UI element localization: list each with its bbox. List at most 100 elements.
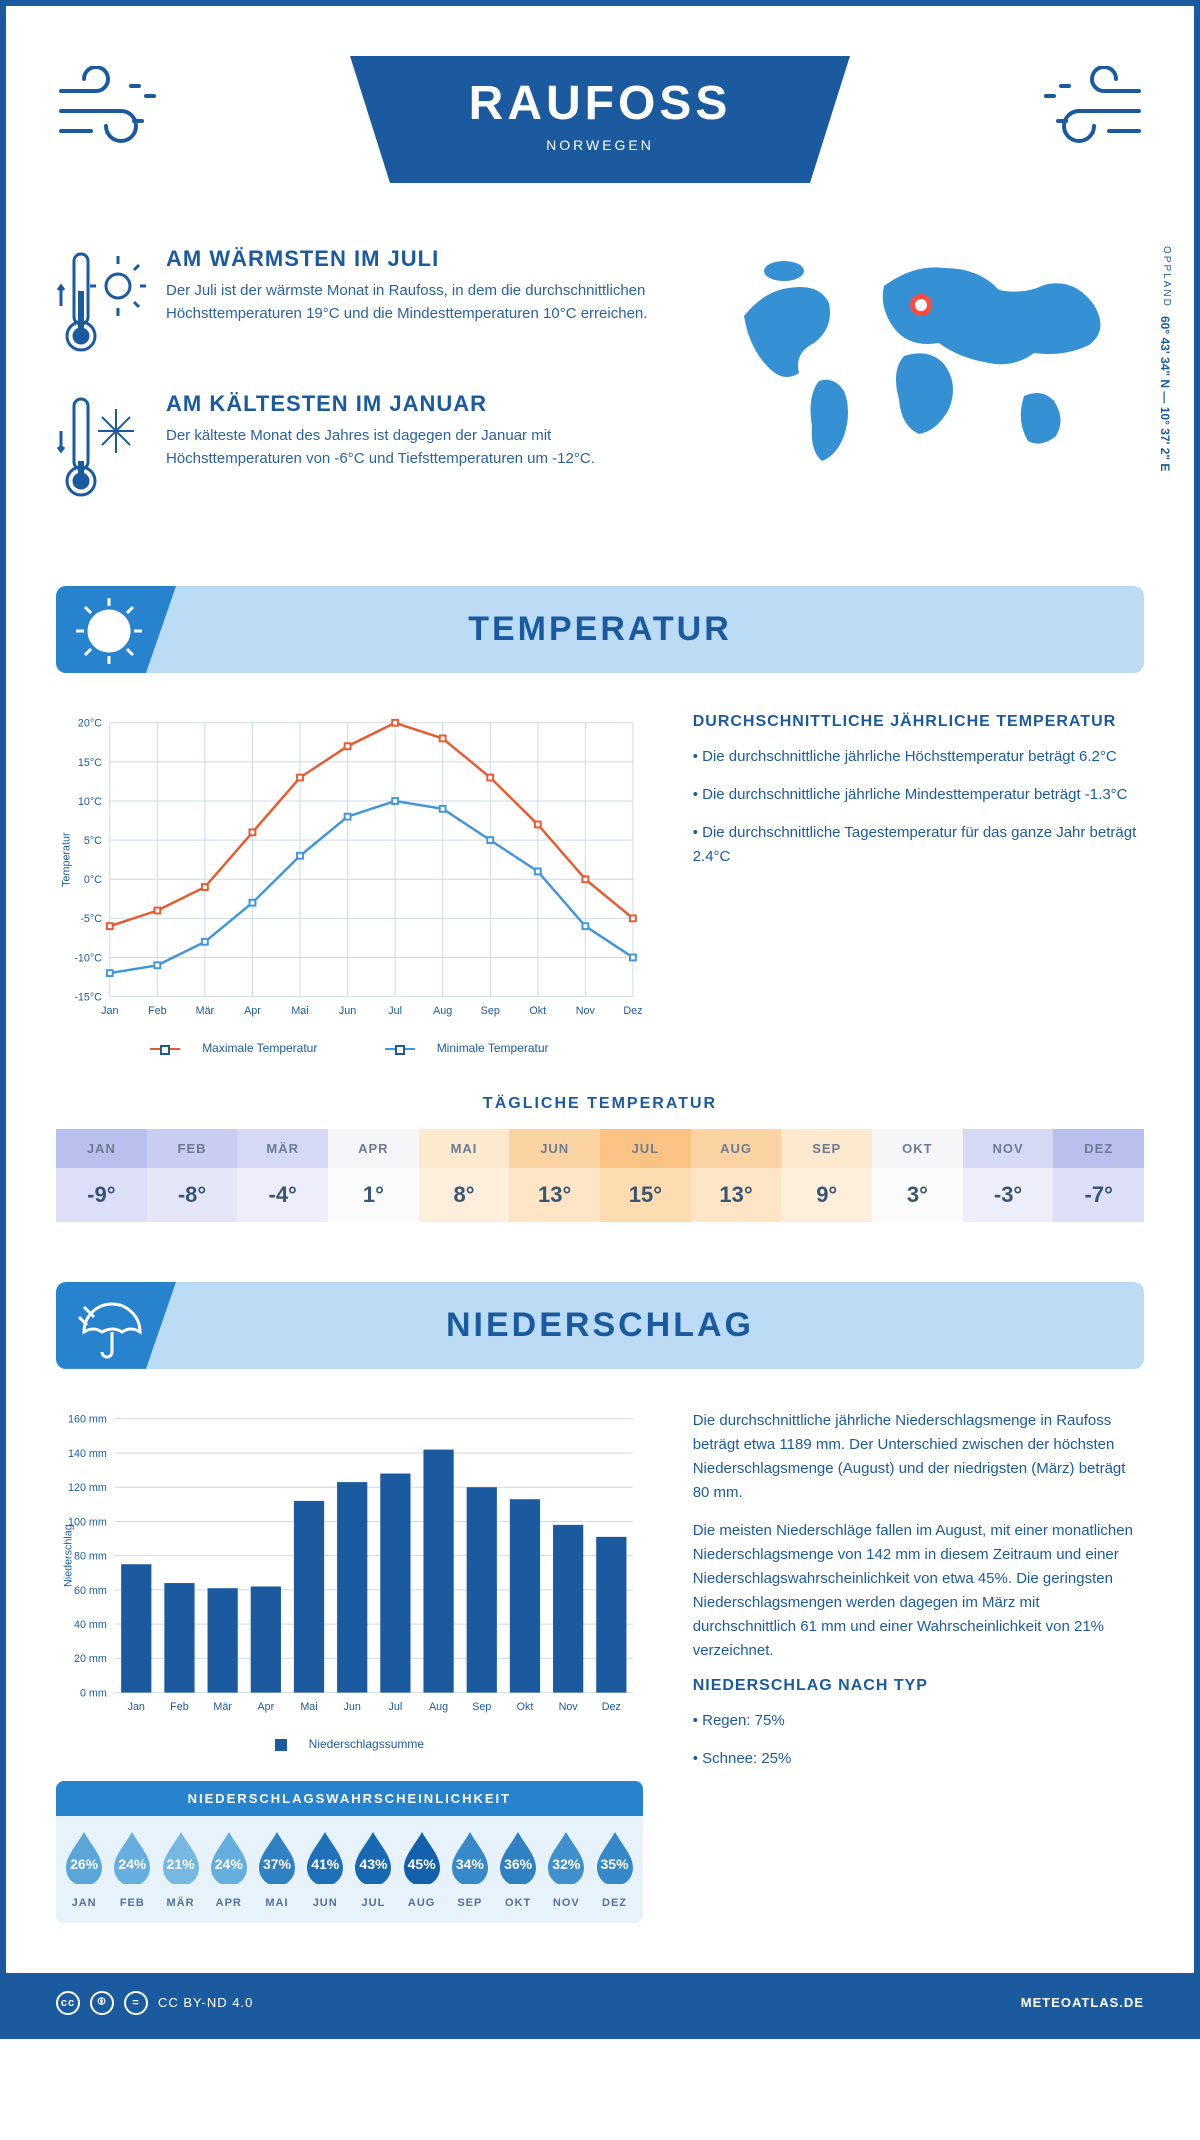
month-cell: APR1° xyxy=(328,1129,419,1222)
temp-summary-heading: DURCHSCHNITTLICHE JÄHRLICHE TEMPERATUR xyxy=(693,713,1144,731)
svg-text:10°C: 10°C xyxy=(78,796,102,808)
prob-cell: 43%JUL xyxy=(351,1830,395,1909)
month-cell: MÄR-4° xyxy=(237,1129,328,1222)
month-cell: JAN-9° xyxy=(56,1129,147,1222)
city-name: RAUFOSS xyxy=(350,76,850,131)
svg-text:-15°C: -15°C xyxy=(74,991,102,1003)
temperature-chart: -15°C-10°C-5°C0°C5°C10°C15°C20°CJanFebMä… xyxy=(56,713,643,1055)
svg-text:120 mm: 120 mm xyxy=(68,1482,107,1494)
prob-cell: 41%JUN xyxy=(303,1830,347,1909)
svg-text:Mai: Mai xyxy=(300,1701,317,1713)
svg-text:Aug: Aug xyxy=(429,1701,448,1713)
warmest-text: Der Juli ist der wärmste Monat in Raufos… xyxy=(166,280,684,325)
svg-text:0 mm: 0 mm xyxy=(80,1687,107,1699)
umbrella-icon xyxy=(74,1292,144,1367)
svg-text:Mai: Mai xyxy=(291,1005,308,1017)
svg-text:60 mm: 60 mm xyxy=(74,1585,107,1597)
prob-cell: 36%OKT xyxy=(496,1830,540,1909)
svg-text:Jan: Jan xyxy=(128,1701,145,1713)
month-cell: DEZ-7° xyxy=(1053,1129,1144,1222)
month-cell: OKT3° xyxy=(872,1129,963,1222)
svg-text:Niederschlag: Niederschlag xyxy=(63,1524,75,1587)
svg-text:20 mm: 20 mm xyxy=(74,1653,107,1665)
prob-cell: 24%FEB xyxy=(110,1830,154,1909)
by-icon: 🅯 xyxy=(90,1991,114,2015)
svg-text:5°C: 5°C xyxy=(84,835,102,847)
svg-text:Sep: Sep xyxy=(481,1005,500,1017)
svg-text:140 mm: 140 mm xyxy=(68,1448,107,1460)
thermometer-hot-icon xyxy=(56,246,146,361)
month-cell: AUG13° xyxy=(691,1129,782,1222)
map-block: OPPLAND 60° 43' 34" N — 10° 37' 2" E xyxy=(724,246,1144,536)
svg-text:Apr: Apr xyxy=(257,1701,274,1713)
svg-text:Dez: Dez xyxy=(623,1005,642,1017)
section-title: TEMPERATUR xyxy=(56,610,1144,649)
warmest-fact: AM WÄRMSTEN IM JULI Der Juli ist der wär… xyxy=(56,246,684,361)
svg-text:Aug: Aug xyxy=(433,1005,452,1017)
month-cell: NOV-3° xyxy=(963,1129,1054,1222)
legend-min: Minimale Temperatur xyxy=(437,1041,549,1055)
svg-text:-10°C: -10°C xyxy=(74,952,102,964)
page: RAUFOSS NORWEGEN AM WÄRMSTEN IM JULI Der… xyxy=(0,0,1200,2039)
prob-cell: 45%AUG xyxy=(400,1830,444,1909)
license-text: CC BY-ND 4.0 xyxy=(158,1995,253,2010)
cc-icon: cc xyxy=(56,1991,80,2015)
probability-title: NIEDERSCHLAGSWAHRSCHEINLICHKEIT xyxy=(56,1781,643,1816)
svg-text:Nov: Nov xyxy=(576,1005,596,1017)
svg-text:Sep: Sep xyxy=(472,1701,491,1713)
daily-temp-title: TÄGLICHE TEMPERATUR xyxy=(56,1095,1144,1113)
temperature-header: TEMPERATUR xyxy=(56,586,1144,673)
legend-max: Maximale Temperatur xyxy=(202,1041,317,1055)
temp-bullet: Die durchschnittliche jährliche Mindestt… xyxy=(693,783,1144,807)
svg-text:Nov: Nov xyxy=(559,1701,579,1713)
svg-text:Dez: Dez xyxy=(602,1701,621,1713)
coldest-text: Der kälteste Monat des Jahres ist dagege… xyxy=(166,425,684,470)
prob-cell: 24%APR xyxy=(207,1830,251,1909)
wind-icon xyxy=(1024,66,1144,169)
prob-cell: 35%DEZ xyxy=(592,1830,636,1909)
temp-bullet: Die durchschnittliche Tagestemperatur fü… xyxy=(693,821,1144,869)
month-cell: MAI8° xyxy=(419,1129,510,1222)
region-label: OPPLAND xyxy=(1161,246,1172,308)
prob-cell: 26%JAN xyxy=(62,1830,106,1909)
prob-cell: 37%MAI xyxy=(255,1830,299,1909)
probability-block: NIEDERSCHLAGSWAHRSCHEINLICHKEIT 26%JAN24… xyxy=(56,1781,643,1923)
svg-text:0°C: 0°C xyxy=(84,874,102,886)
svg-text:Feb: Feb xyxy=(148,1005,167,1017)
precip-type-heading: NIEDERSCHLAG NACH TYP xyxy=(693,1677,1144,1695)
coldest-fact: AM KÄLTESTEN IM JANUAR Der kälteste Mona… xyxy=(56,391,684,506)
coordinates: 60° 43' 34" N — 10° 37' 2" E xyxy=(1158,316,1172,471)
svg-text:Jan: Jan xyxy=(101,1005,118,1017)
svg-text:Feb: Feb xyxy=(170,1701,189,1713)
sun-icon xyxy=(74,596,144,671)
intro-section: AM WÄRMSTEN IM JULI Der Juli ist der wär… xyxy=(56,246,1144,536)
precip-text: Die durchschnittliche jährliche Niedersc… xyxy=(693,1409,1144,1505)
precip-bullet: Regen: 75% xyxy=(693,1709,1144,1733)
precip-text: Die meisten Niederschläge fallen im Augu… xyxy=(693,1519,1144,1663)
svg-text:Okt: Okt xyxy=(529,1005,546,1017)
nd-icon: = xyxy=(124,1991,148,2015)
svg-text:40 mm: 40 mm xyxy=(74,1619,107,1631)
footer: cc 🅯 = CC BY-ND 4.0 METEOATLAS.DE xyxy=(6,1973,1194,2033)
world-map xyxy=(724,246,1124,466)
title-banner: RAUFOSS NORWEGEN xyxy=(350,56,850,183)
wind-icon xyxy=(56,66,176,169)
svg-text:160 mm: 160 mm xyxy=(68,1414,107,1426)
temp-summary: DURCHSCHNITTLICHE JÄHRLICHE TEMPERATUR D… xyxy=(693,713,1144,1055)
svg-text:20°C: 20°C xyxy=(78,718,102,730)
precipitation-chart: 0 mm20 mm40 mm60 mm80 mm100 mm120 mm140 … xyxy=(56,1409,643,1923)
location-marker xyxy=(910,294,932,316)
temp-legend: Maximale Temperatur Minimale Temperatur xyxy=(56,1041,643,1055)
thermometer-cold-icon xyxy=(56,391,146,506)
svg-text:Temperatur: Temperatur xyxy=(61,832,73,887)
month-cell: SEP9° xyxy=(781,1129,872,1222)
daily-temp-table: JAN-9°FEB-8°MÄR-4°APR1°MAI8°JUN13°JUL15°… xyxy=(56,1129,1144,1222)
legend-label: Niederschlagssumme xyxy=(309,1737,424,1751)
svg-text:Mär: Mär xyxy=(213,1701,232,1713)
svg-text:Mär: Mär xyxy=(196,1005,215,1017)
site-name: METEOATLAS.DE xyxy=(1021,1995,1144,2010)
precip-summary: Die durchschnittliche jährliche Niedersc… xyxy=(693,1409,1144,1923)
svg-text:Jul: Jul xyxy=(388,1005,402,1017)
precip-legend: Niederschlagssumme xyxy=(56,1737,643,1751)
month-cell: FEB-8° xyxy=(147,1129,238,1222)
